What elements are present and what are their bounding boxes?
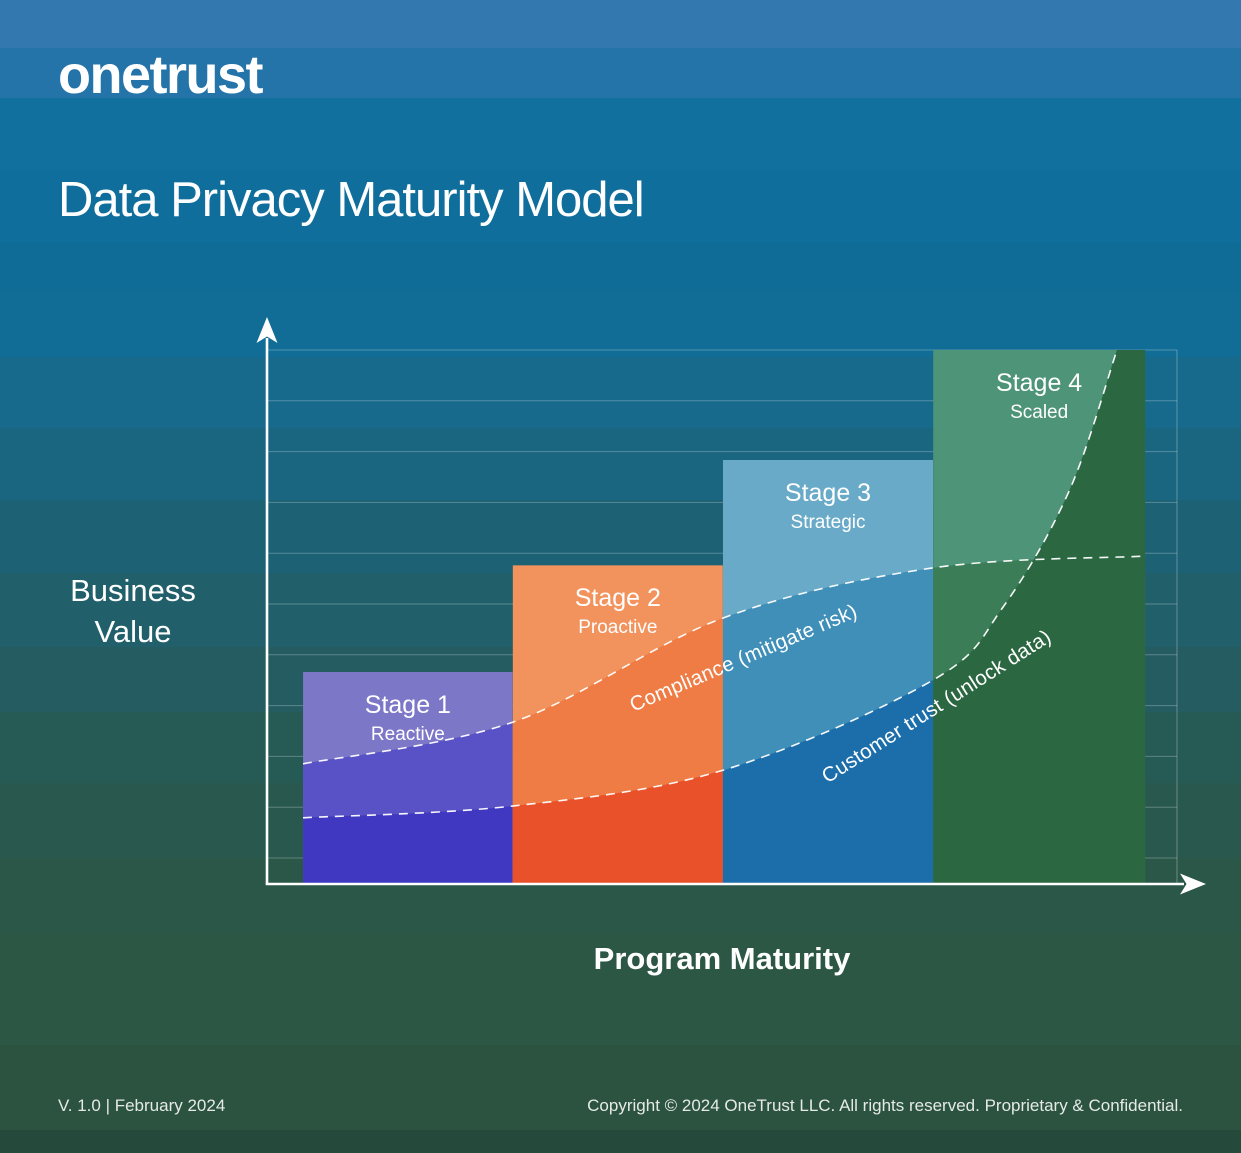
x-axis-arrow-icon [1180, 873, 1206, 895]
stage-bar-4 [933, 350, 1146, 884]
onetrust-logo: onetrust [58, 45, 264, 105]
stage-4-sublabel: Scaled [1010, 402, 1068, 423]
stage-4-label: Stage 4 [996, 369, 1082, 397]
axes [256, 317, 1206, 895]
stage-labels: Stage 1 Reactive Stage 2 Proactive Stage 3 St… [365, 369, 1083, 745]
compliance-curve [302, 555, 1146, 765]
stage-2-sublabel: Proactive [578, 617, 657, 638]
stage-3-sublabel: Strategic [791, 512, 866, 533]
y-axis-label-line2: Value [94, 614, 172, 649]
y-axis-arrow-icon [256, 317, 278, 343]
dashed-curves [302, 349, 1146, 819]
stage-2-label: Stage 2 [575, 584, 661, 612]
stage-3-label: Stage 3 [785, 479, 871, 507]
footer-version: V. 1.0 | February 2024 [58, 1096, 226, 1115]
footer-copyright: Copyright © 2024 OneTrust LLC. All right… [587, 1096, 1183, 1115]
footer: V. 1.0 | February 2024 Copyright © 2024 … [58, 1096, 1183, 1116]
stage-bar-1 [303, 672, 513, 884]
stage-1-label: Stage 1 [365, 691, 451, 719]
y-axis-label: Business Value [28, 570, 238, 652]
stage-1-sublabel: Reactive [371, 724, 445, 745]
page-title: Data Privacy Maturity Model [58, 173, 645, 227]
stage-bars [303, 350, 1146, 884]
y-axis-label-line1: Business [70, 573, 196, 608]
stage-bar-2 [512, 565, 723, 884]
x-axis-label: Program Maturity [593, 941, 851, 976]
stage-bar-3 [722, 460, 934, 884]
